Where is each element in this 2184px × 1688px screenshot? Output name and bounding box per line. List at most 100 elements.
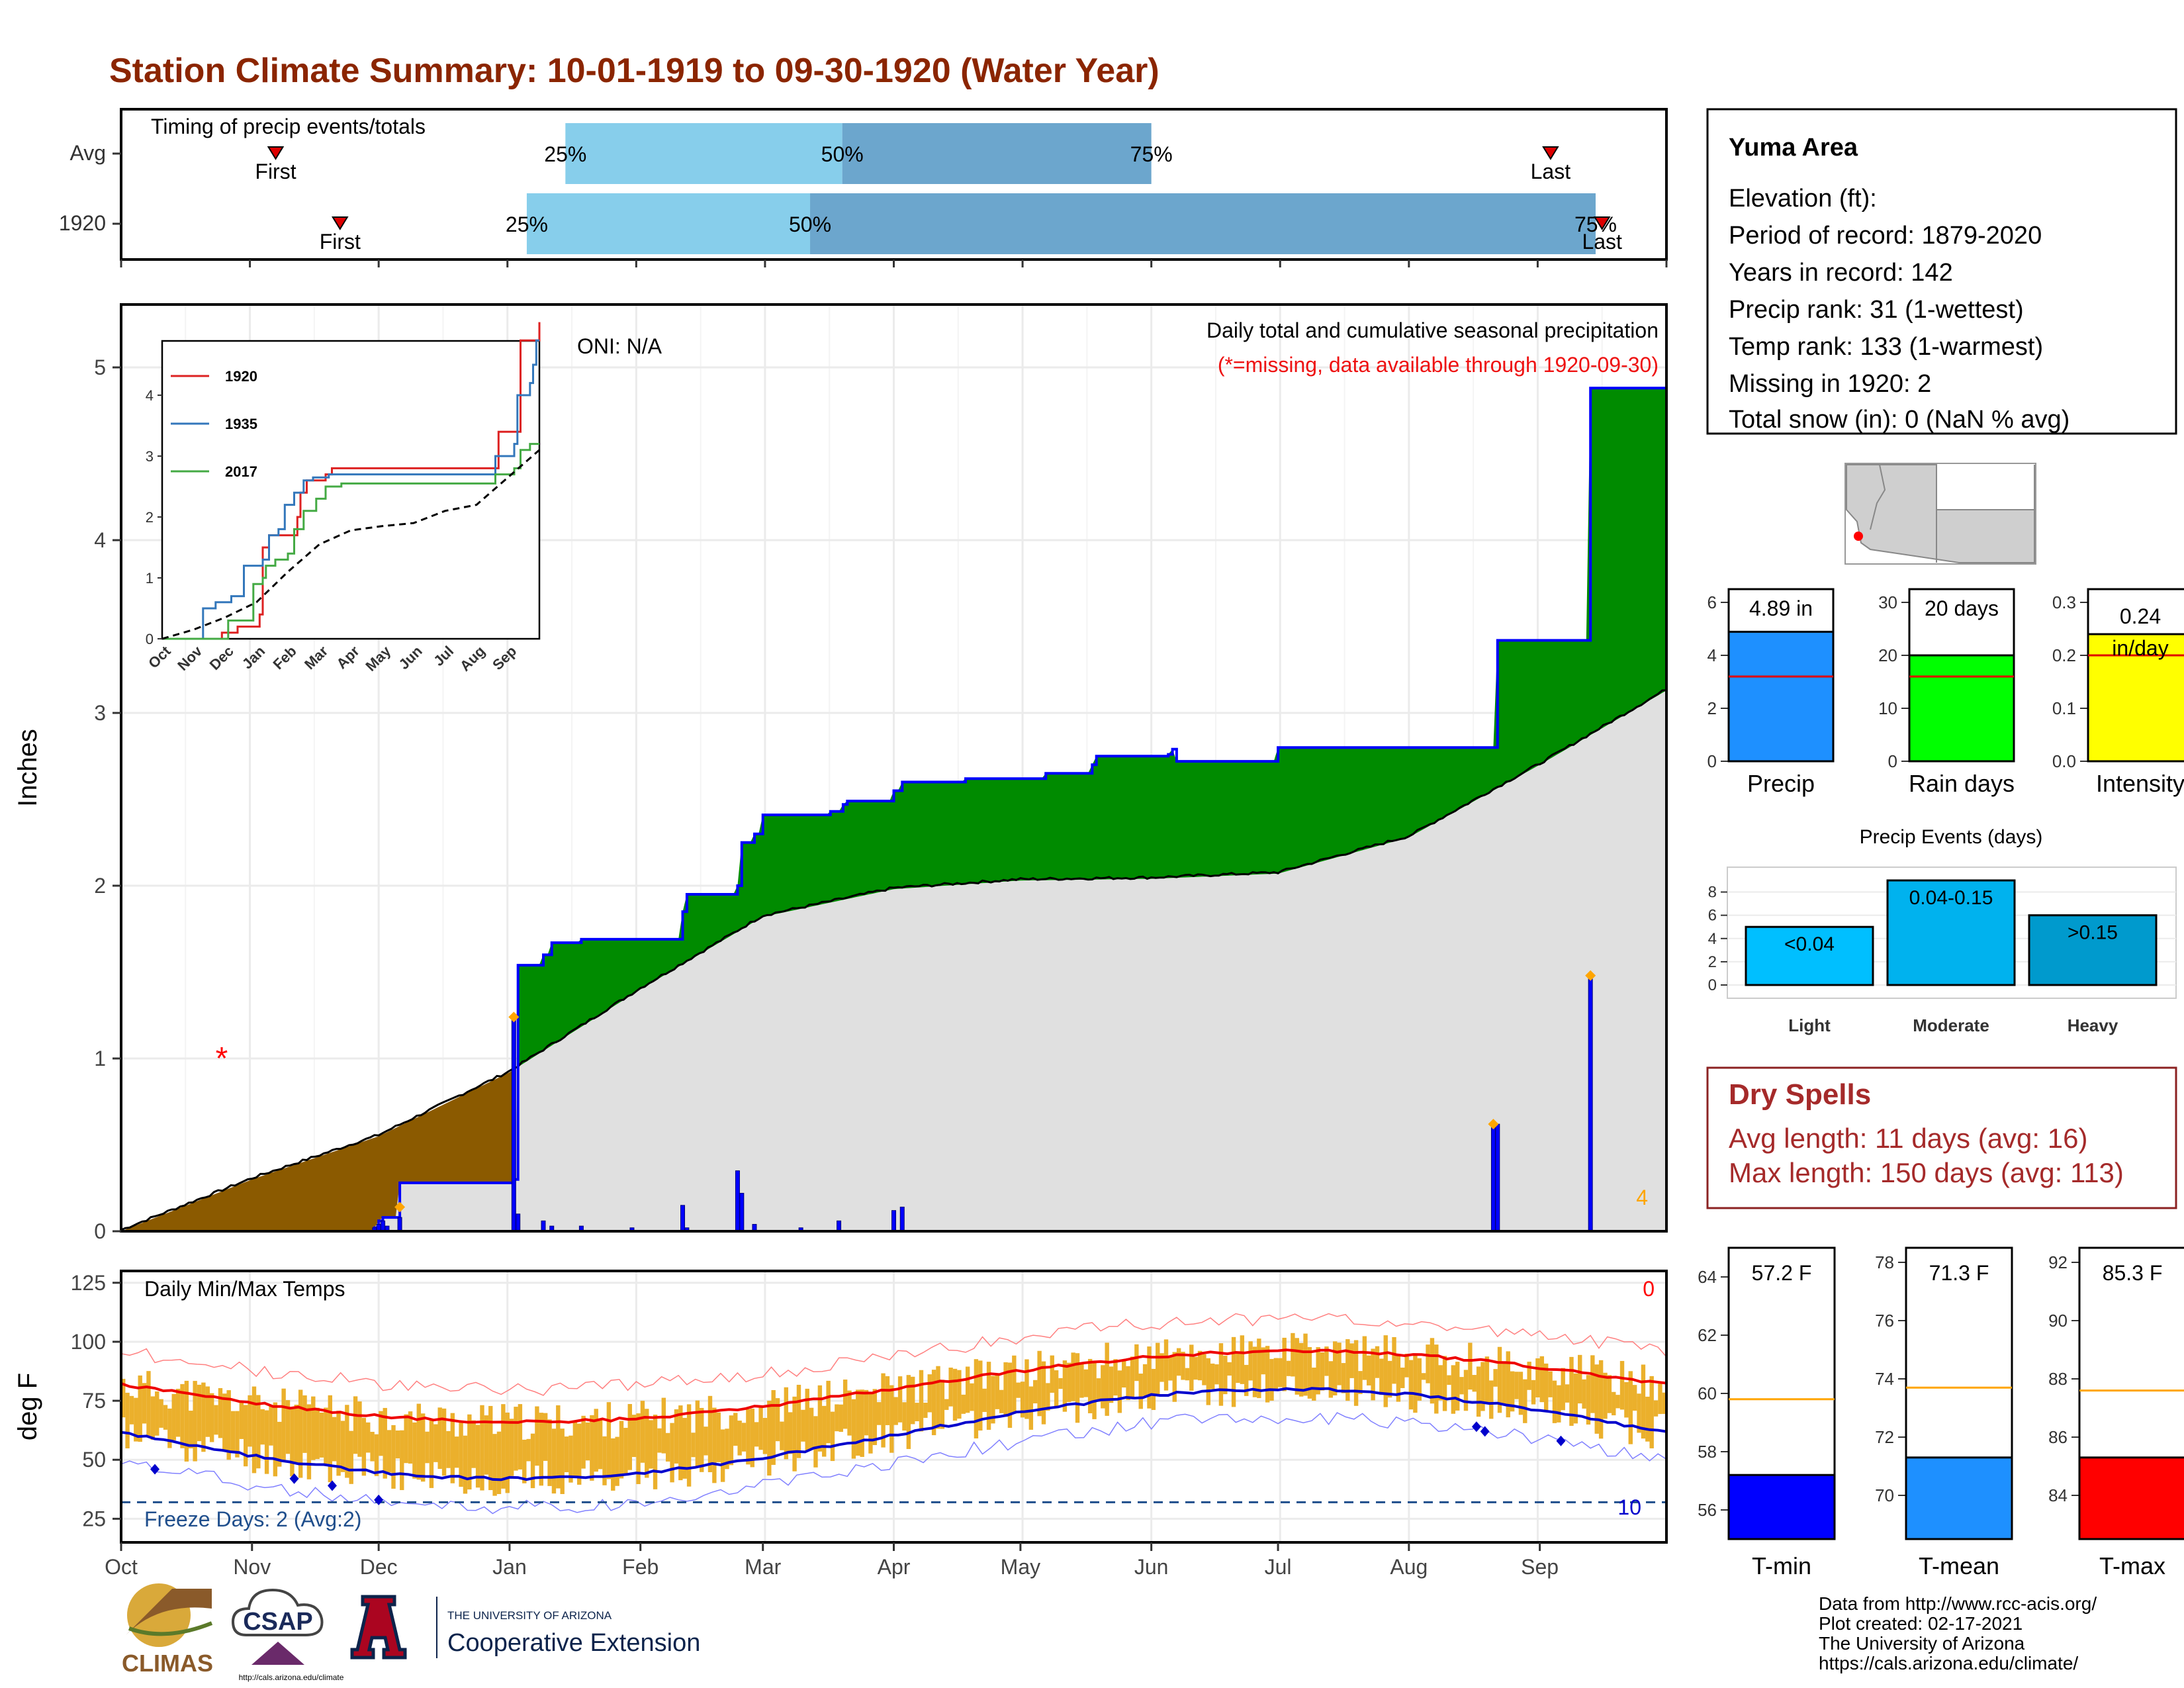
- daily-temp-bar: [163, 1405, 168, 1430]
- daily-temp-bar: [627, 1403, 632, 1470]
- temp-bar-value: 57.2 F: [1752, 1261, 1812, 1285]
- daily-temp-bar: [1109, 1366, 1114, 1403]
- daily-precip-bar: [1490, 1127, 1496, 1232]
- daily-temp-bar: [226, 1390, 231, 1460]
- daily-temp-bar: [1603, 1372, 1608, 1419]
- inset-month-label: Apr: [333, 643, 363, 673]
- climas-logo: CLIMAS: [122, 1583, 213, 1677]
- daily-temp-bar: [771, 1389, 776, 1465]
- daily-temp-bar: [1291, 1333, 1295, 1377]
- daily-temp-bar: [842, 1380, 848, 1429]
- daily-temp-bar: [670, 1423, 674, 1483]
- daily-temp-bar: [1117, 1370, 1122, 1413]
- daily-temp-bar: [940, 1380, 945, 1429]
- stat-y-tick-label: 0.3: [2052, 592, 2076, 612]
- daily-temp-bar: [830, 1411, 835, 1462]
- daily-temp-bar: [260, 1409, 265, 1445]
- station-box-frame: [1706, 108, 2177, 435]
- daily-temp-bar: [1316, 1347, 1320, 1395]
- daily-temp-bar: [822, 1405, 827, 1457]
- daily-temp-bar: [1050, 1355, 1054, 1393]
- daily-temp-bar: [1607, 1375, 1612, 1413]
- daily-temp-bar: [1451, 1365, 1456, 1414]
- station-line-precip-rank: Precip rank: 31 (1-wettest): [1729, 296, 2024, 324]
- month-label: Nov: [233, 1555, 271, 1579]
- timing-last-label: Last: [1531, 160, 1571, 183]
- daily-temp-bar: [1379, 1358, 1384, 1395]
- daily-temp-bar: [543, 1413, 548, 1461]
- daily-temp-bar: [649, 1420, 653, 1469]
- record-low-marker: [1556, 1435, 1566, 1446]
- inset-month-label: Jul: [430, 643, 457, 669]
- daily-temp-bar: [1590, 1355, 1595, 1413]
- daily-temp-bar: [235, 1411, 240, 1458]
- stat-y-tick-label: 0: [1707, 751, 1717, 771]
- daily-temp-bar: [1447, 1375, 1451, 1385]
- daily-temp-bar: [1286, 1360, 1291, 1376]
- daily-temp-bar: [535, 1406, 539, 1466]
- daily-temp-bar: [1130, 1356, 1135, 1398]
- daily-temp-bar: [1312, 1367, 1316, 1401]
- daily-temp-bar: [1463, 1370, 1469, 1411]
- timing-bar-q2: [842, 123, 1152, 184]
- daily-temp-bar: [146, 1371, 151, 1437]
- inset-y-tick-label: 4: [146, 387, 154, 404]
- daily-temp-bar: [425, 1431, 430, 1464]
- daily-temp-bar: [1400, 1367, 1405, 1388]
- daily-temp-bar: [1662, 1392, 1667, 1414]
- daily-temp-bar: [408, 1411, 413, 1464]
- timing-bar-q2: [810, 193, 1596, 254]
- temp-bar-y-tick-label: 76: [1875, 1311, 1894, 1331]
- daily-temp-bar: [1637, 1393, 1641, 1433]
- daily-temp-bar: [522, 1439, 527, 1483]
- daily-temp-bar: [780, 1421, 784, 1450]
- temp-bar-value: 85.3 F: [2103, 1261, 2163, 1285]
- daily-temp-bar: [809, 1407, 814, 1449]
- daily-temp-bar: [471, 1420, 476, 1468]
- daily-temp-bar: [931, 1370, 936, 1436]
- inset-series-line: [162, 339, 539, 640]
- daily-temp-bar: [1160, 1353, 1164, 1382]
- record-low-marker: [1480, 1426, 1490, 1437]
- daily-temp-bar: [1455, 1362, 1460, 1411]
- daily-temp-bar: [1649, 1376, 1654, 1448]
- daily-temp-bar: [720, 1429, 725, 1482]
- precip-missing-count: 4: [1636, 1186, 1648, 1209]
- daily-temp-bar: [1367, 1355, 1371, 1385]
- daily-temp-bar: [1582, 1379, 1586, 1409]
- timing-last-label: Last: [1582, 230, 1622, 254]
- daily-temp-bar: [1392, 1336, 1396, 1384]
- daily-temp-bar: [294, 1405, 298, 1464]
- daily-temp-bar: [530, 1433, 535, 1489]
- timing-row-year-label: 1920: [59, 211, 106, 235]
- daily-temp-bar: [383, 1407, 387, 1479]
- precip-panel: 0 1 2 3 4 5 Inches Daily total and cumulative…: [13, 303, 1668, 1243]
- precip-baseline-area: [121, 690, 1666, 1231]
- stat-y-tick-label: 20: [1878, 645, 1897, 665]
- daily-temp-bar: [746, 1409, 751, 1465]
- station-line-years: Years in record: 142: [1729, 259, 1953, 287]
- daily-temp-bar: [1105, 1342, 1109, 1416]
- daily-temp-bar: [1438, 1365, 1443, 1401]
- events-y-tick-label: 4: [1708, 930, 1717, 948]
- temp-y-tick-label: 75: [82, 1389, 106, 1413]
- daily-temp-bar: [826, 1380, 831, 1444]
- daily-temp-bar: [412, 1422, 417, 1479]
- daily-temp-bar: [1122, 1359, 1126, 1388]
- stat-y-tick-label: 30: [1878, 592, 1897, 612]
- daily-temp-bar: [1218, 1343, 1224, 1406]
- daily-temp-bar: [1168, 1355, 1173, 1381]
- daily-temp-bar: [741, 1423, 747, 1452]
- daily-temp-bar: [1561, 1368, 1565, 1411]
- daily-temp-bar: [315, 1407, 320, 1460]
- daily-temp-bar: [134, 1397, 138, 1442]
- daily-temp-bar: [556, 1405, 561, 1489]
- daily-temp-bar: [1404, 1354, 1409, 1378]
- temp-bar-y-tick-label: 70: [1875, 1485, 1894, 1505]
- event-bar-range: >0.15: [2068, 922, 2118, 944]
- temp-bar-y-tick-label: 86: [2048, 1427, 2068, 1447]
- inset-month-label: May: [362, 642, 394, 674]
- timing-axis-ticks: [113, 152, 1668, 267]
- inset-month-label: Mar: [301, 643, 332, 673]
- precip-y-label: Inches: [13, 729, 42, 807]
